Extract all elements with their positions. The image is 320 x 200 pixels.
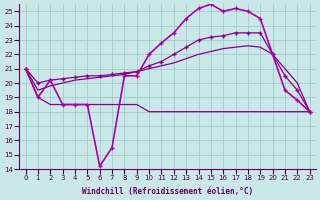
X-axis label: Windchill (Refroidissement éolien,°C): Windchill (Refroidissement éolien,°C)	[82, 187, 253, 196]
